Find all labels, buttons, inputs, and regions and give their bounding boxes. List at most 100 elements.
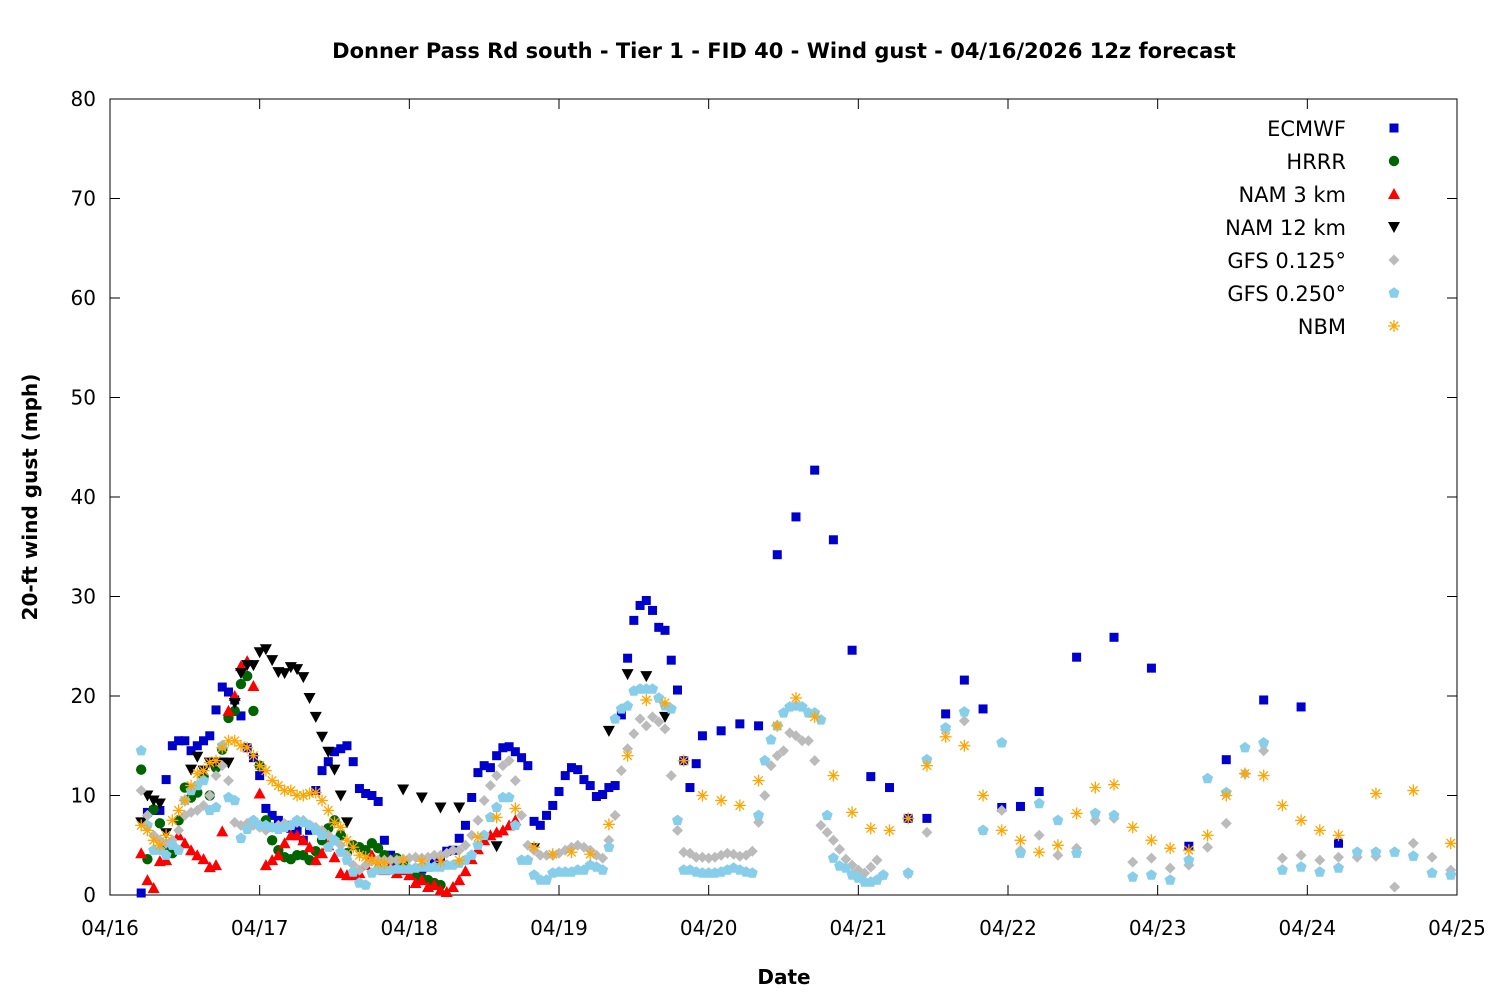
data-point bbox=[354, 784, 364, 794]
data-point bbox=[584, 848, 597, 861]
data-point bbox=[641, 595, 651, 605]
data-point bbox=[297, 789, 310, 802]
data-point bbox=[1183, 854, 1195, 865]
data-point bbox=[1164, 862, 1176, 874]
data-point bbox=[266, 774, 279, 787]
data-point bbox=[459, 865, 472, 877]
y-tick-label: 50 bbox=[71, 386, 96, 410]
data-point bbox=[591, 791, 601, 801]
data-point bbox=[1259, 695, 1269, 705]
data-point bbox=[871, 854, 883, 866]
data-point bbox=[403, 869, 416, 881]
data-point bbox=[316, 829, 328, 840]
data-point bbox=[259, 859, 272, 871]
x-tick-label: 04/16 bbox=[81, 916, 139, 940]
data-point bbox=[241, 670, 253, 682]
legend-label: NAM 12 km bbox=[1225, 216, 1346, 240]
data-points bbox=[135, 465, 1457, 898]
data-point bbox=[1182, 844, 1195, 857]
data-point bbox=[690, 851, 702, 863]
data-point bbox=[628, 728, 640, 740]
data-point bbox=[1145, 834, 1158, 847]
data-point bbox=[335, 846, 347, 857]
data-point bbox=[846, 806, 859, 819]
data-point bbox=[772, 550, 782, 560]
data-point bbox=[453, 844, 465, 856]
data-point bbox=[210, 754, 223, 767]
data-point bbox=[136, 888, 146, 898]
data-point bbox=[921, 826, 933, 838]
data-point bbox=[542, 810, 552, 820]
data-point bbox=[1258, 745, 1270, 757]
data-point bbox=[603, 834, 615, 846]
data-point bbox=[604, 783, 614, 793]
data-point bbox=[996, 804, 1008, 816]
data-point bbox=[361, 789, 371, 799]
data-point bbox=[409, 877, 422, 889]
data-point bbox=[796, 735, 808, 747]
data-point bbox=[278, 668, 291, 680]
data-point bbox=[336, 744, 346, 754]
data-point bbox=[1072, 652, 1082, 662]
data-point bbox=[616, 710, 626, 720]
data-point bbox=[459, 839, 471, 851]
data-point bbox=[1295, 849, 1307, 861]
data-point bbox=[341, 854, 353, 865]
data-point bbox=[229, 794, 241, 806]
data-point bbox=[253, 647, 266, 659]
data-point bbox=[665, 770, 677, 782]
data-point bbox=[1407, 837, 1419, 849]
data-point bbox=[1220, 817, 1232, 829]
x-axis: 04/16 04/17 04/18 04/19 04/20 04/21 04/22 04/23… bbox=[81, 99, 1486, 940]
data-point bbox=[154, 818, 166, 829]
data-point bbox=[329, 834, 340, 845]
data-point bbox=[217, 682, 227, 692]
data-point bbox=[885, 783, 895, 793]
data-point bbox=[491, 801, 503, 813]
data-point bbox=[322, 746, 335, 758]
data-point bbox=[659, 711, 672, 723]
data-point bbox=[659, 696, 672, 709]
data-point bbox=[821, 809, 833, 821]
data-point bbox=[241, 741, 254, 754]
data-point bbox=[1108, 778, 1121, 791]
data-point bbox=[771, 719, 784, 732]
y-tick-label: 40 bbox=[71, 485, 96, 509]
data-point bbox=[941, 709, 951, 719]
data-point bbox=[223, 687, 233, 697]
data-point bbox=[1220, 789, 1233, 802]
data-point bbox=[153, 839, 166, 852]
data-point bbox=[161, 775, 171, 785]
data-point bbox=[247, 660, 260, 672]
data-point bbox=[603, 841, 615, 852]
data-point bbox=[174, 736, 184, 746]
data-point bbox=[754, 721, 764, 731]
y-axis: 0 10 20 30 40 50 60 70 80 bbox=[71, 87, 1457, 907]
data-point bbox=[135, 744, 147, 756]
data-point bbox=[173, 844, 185, 855]
data-point bbox=[1051, 839, 1064, 852]
data-point bbox=[771, 750, 783, 762]
data-point bbox=[379, 835, 389, 845]
data-point bbox=[1109, 632, 1119, 642]
data-point bbox=[360, 845, 371, 856]
data-point bbox=[460, 820, 470, 830]
data-point bbox=[141, 824, 154, 837]
data-point bbox=[185, 844, 198, 856]
data-point bbox=[796, 701, 808, 712]
x-tick-label: 04/17 bbox=[231, 916, 289, 940]
data-point bbox=[504, 742, 514, 752]
data-point bbox=[648, 605, 658, 615]
data-point bbox=[828, 535, 838, 545]
data-point bbox=[834, 843, 846, 855]
data-point bbox=[1389, 846, 1401, 857]
legend-marker bbox=[1388, 188, 1400, 199]
data-point bbox=[328, 764, 341, 776]
legend-label: NAM 3 km bbox=[1238, 183, 1346, 207]
data-point bbox=[546, 848, 559, 861]
y-tick-label: 60 bbox=[71, 286, 96, 310]
data-point bbox=[585, 781, 595, 791]
x-axis-label: Date bbox=[757, 965, 810, 989]
data-point bbox=[323, 757, 333, 767]
